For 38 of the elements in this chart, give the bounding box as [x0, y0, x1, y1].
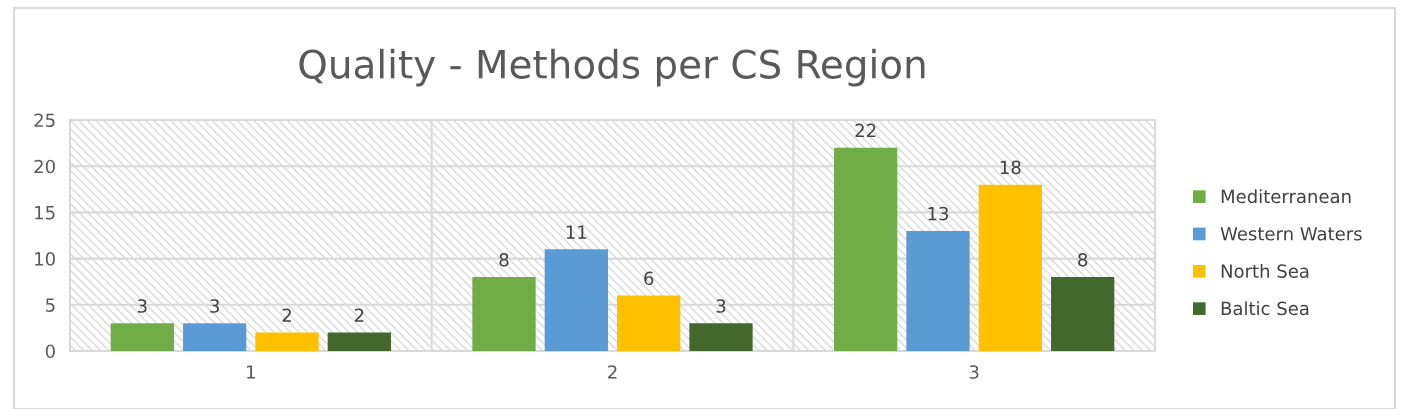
- y-tick-label: 5: [46, 298, 55, 312]
- bar: [978, 184, 1042, 351]
- x-tick-label: 2: [608, 365, 617, 379]
- chart-title: Quality - Methods per CS Region: [299, 48, 925, 87]
- legend-label: Mediterranean: [1221, 189, 1351, 204]
- y-tick-label: 20: [34, 159, 55, 174]
- data-label: 22: [855, 123, 876, 138]
- bar: [183, 323, 247, 351]
- bar: [1051, 277, 1115, 351]
- data-label: 13: [928, 206, 949, 221]
- data-label: 11: [566, 225, 587, 239]
- bar: [689, 323, 753, 351]
- bar: [834, 147, 898, 351]
- data-label: 6: [644, 271, 654, 286]
- bar: [906, 230, 970, 351]
- bar: [110, 323, 174, 351]
- data-label: 3: [716, 299, 726, 313]
- bar: [617, 295, 681, 351]
- bar: [472, 277, 536, 351]
- x-tick-label: 1: [247, 365, 255, 379]
- data-label: 2: [282, 308, 291, 322]
- y-tick-label: 0: [45, 344, 55, 359]
- legend-label: North Sea: [1221, 263, 1309, 278]
- data-label: 3: [210, 299, 219, 313]
- data-label: 3: [137, 299, 147, 313]
- y-tick-label: 15: [35, 206, 55, 220]
- x-tick-label: 3: [969, 365, 979, 379]
- data-label: 18: [1000, 160, 1021, 175]
- y-tick-label: 25: [34, 113, 55, 128]
- data-label: 8: [1078, 252, 1088, 267]
- data-label: 8: [499, 252, 509, 267]
- bar: [327, 332, 391, 351]
- data-label: 2: [354, 308, 364, 322]
- bar: [255, 332, 319, 351]
- bar: [544, 249, 608, 351]
- legend-label: Baltic Sea: [1221, 301, 1309, 316]
- y-tick-label: 10: [35, 252, 55, 266]
- legend-label: Western Waters: [1220, 227, 1362, 241]
